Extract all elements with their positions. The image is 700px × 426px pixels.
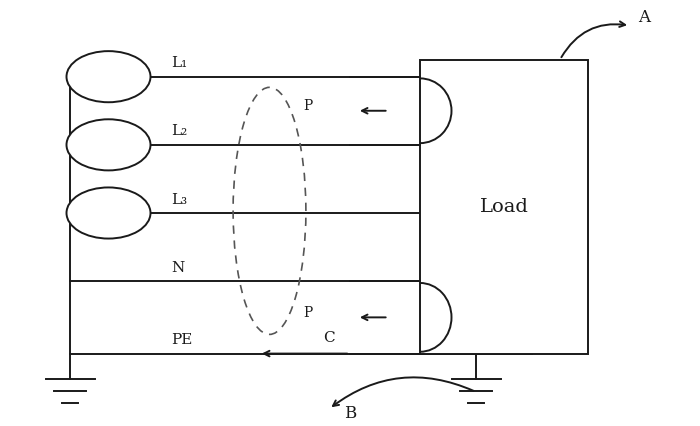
Text: Load: Load bbox=[480, 198, 528, 216]
Circle shape bbox=[66, 51, 150, 102]
Text: L₁: L₁ bbox=[172, 56, 188, 70]
Text: C: C bbox=[323, 331, 335, 345]
Text: P: P bbox=[303, 306, 313, 320]
Text: B: B bbox=[344, 405, 356, 422]
Text: P: P bbox=[303, 100, 313, 113]
Text: L₃: L₃ bbox=[172, 193, 188, 207]
Circle shape bbox=[66, 119, 150, 170]
Text: L₂: L₂ bbox=[172, 124, 188, 138]
Text: N: N bbox=[172, 261, 185, 275]
Text: PE: PE bbox=[172, 333, 193, 347]
Text: A: A bbox=[638, 9, 650, 26]
Bar bbox=[420, 60, 588, 354]
Circle shape bbox=[66, 187, 150, 239]
